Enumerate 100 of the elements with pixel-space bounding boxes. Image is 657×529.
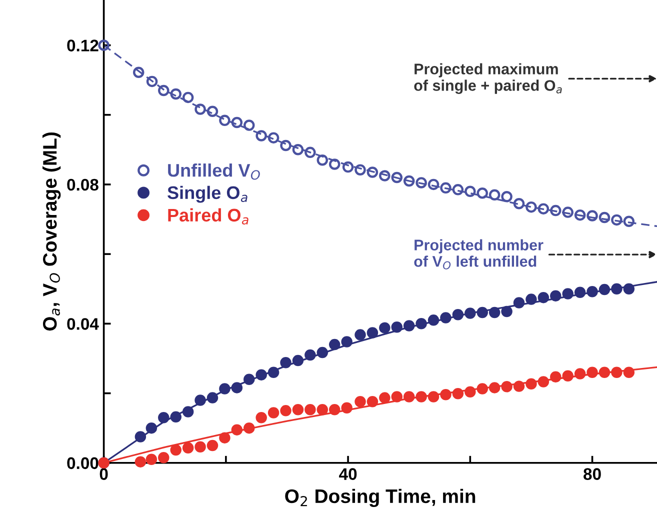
point	[562, 370, 574, 382]
point	[416, 391, 427, 402]
point	[476, 383, 488, 394]
point	[562, 288, 574, 300]
point	[538, 292, 550, 304]
point	[328, 404, 340, 416]
point	[366, 396, 378, 408]
point	[476, 306, 488, 318]
point	[598, 284, 610, 296]
point	[391, 172, 403, 184]
point	[440, 312, 452, 324]
x-axis-title: O$_{2}$ Dosing Time, min	[285, 488, 476, 508]
point	[244, 374, 255, 385]
point	[316, 346, 328, 358]
point	[316, 154, 328, 166]
point	[194, 104, 206, 115]
point	[623, 366, 635, 378]
point	[146, 76, 158, 88]
point	[391, 322, 403, 333]
point	[526, 294, 537, 305]
point	[403, 320, 415, 332]
point	[342, 161, 354, 173]
point	[476, 188, 488, 199]
point	[440, 389, 452, 400]
point	[440, 182, 452, 194]
y-tick-label: 0.08	[67, 178, 98, 191]
point	[158, 452, 170, 464]
point	[194, 394, 206, 406]
point	[550, 371, 562, 383]
point	[379, 170, 390, 182]
y-tick-label: 0.12	[67, 40, 98, 52]
annotation: Projected number of V$_{O}$ left unfilled	[414, 239, 544, 270]
legend-label: Unfilled V$_{O}$	[168, 163, 260, 180]
point	[464, 386, 476, 398]
point	[304, 349, 316, 361]
point	[464, 308, 476, 319]
point	[134, 456, 146, 468]
point	[292, 144, 304, 156]
point	[403, 175, 415, 187]
point	[268, 407, 280, 418]
point	[146, 454, 158, 466]
point	[341, 336, 352, 348]
point	[244, 422, 255, 434]
point	[206, 106, 218, 117]
point	[354, 396, 366, 408]
point	[366, 327, 378, 338]
point	[134, 431, 146, 442]
point	[146, 422, 158, 434]
point	[354, 164, 366, 176]
point	[98, 40, 110, 51]
point	[231, 382, 243, 394]
point	[574, 209, 586, 221]
point	[316, 404, 328, 416]
point	[586, 210, 598, 222]
point	[280, 140, 292, 152]
point	[182, 406, 194, 418]
point	[328, 338, 340, 350]
point	[304, 146, 316, 158]
legend-label: Single O$_{a}$	[168, 186, 248, 203]
y-tick-label: 0.04	[67, 318, 99, 330]
point	[231, 424, 243, 436]
point	[611, 366, 622, 378]
point	[501, 191, 512, 202]
point	[206, 392, 218, 404]
point	[280, 405, 292, 416]
point	[538, 376, 550, 388]
point	[623, 216, 635, 227]
point	[526, 201, 537, 213]
point	[574, 286, 586, 298]
point	[428, 178, 440, 190]
point	[219, 432, 230, 444]
point	[452, 184, 464, 196]
point	[501, 306, 512, 318]
legend-label: Paired O$_{a}$	[168, 208, 248, 225]
point	[611, 214, 622, 226]
point	[304, 404, 316, 416]
point	[452, 308, 464, 320]
point	[341, 402, 352, 414]
point	[428, 391, 440, 402]
point	[501, 381, 512, 392]
point	[292, 354, 304, 366]
point	[526, 378, 537, 390]
point	[182, 92, 194, 104]
point	[623, 283, 635, 294]
point	[488, 189, 500, 201]
point	[538, 203, 550, 214]
point	[611, 283, 622, 294]
point	[550, 290, 562, 302]
point	[354, 329, 366, 340]
point	[488, 306, 500, 318]
point	[256, 130, 267, 142]
point	[132, 66, 144, 78]
point	[158, 84, 170, 96]
point	[428, 314, 440, 326]
point	[464, 186, 476, 198]
point	[328, 158, 340, 170]
point	[194, 441, 206, 452]
point	[598, 212, 610, 224]
point	[170, 88, 182, 100]
point	[586, 286, 598, 298]
